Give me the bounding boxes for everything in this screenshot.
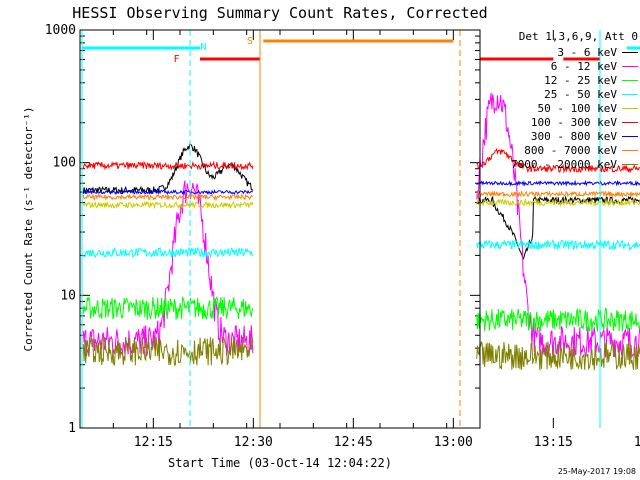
series-line bbox=[82, 239, 640, 259]
legend-label: 12 - 25 keV bbox=[544, 73, 617, 87]
legend-entry: 3 - 6 keV bbox=[484, 45, 638, 59]
series-line bbox=[82, 198, 640, 210]
legend-entries: 3 - 6 keV 6 - 12 keV 12 - 25 keV 25 - 50 ke… bbox=[484, 45, 638, 171]
legend-label: 50 - 100 keV bbox=[537, 101, 617, 115]
legend-swatch bbox=[622, 135, 638, 137]
x-tick-label: 12:45 bbox=[334, 435, 373, 450]
series-line bbox=[82, 190, 640, 202]
legend-swatch bbox=[622, 149, 638, 151]
legend-entry: 300 - 800 keV bbox=[484, 129, 638, 143]
legend-swatch bbox=[622, 121, 638, 123]
y-tick-label: 10 bbox=[60, 288, 76, 303]
legend-label: 7000 - 20000 keV bbox=[511, 157, 617, 171]
flag-label-F: F bbox=[174, 54, 180, 65]
legend-label: 100 - 300 keV bbox=[530, 115, 617, 129]
y-tick-label: 1000 bbox=[45, 23, 76, 38]
legend: Det 1,3,6,9, Att 0 3 - 6 keV 6 - 12 keV 12… bbox=[484, 30, 638, 172]
y-tick-label: 1 bbox=[68, 421, 76, 436]
flag-label-S: S bbox=[247, 36, 253, 47]
legend-label: 300 - 800 keV bbox=[530, 129, 617, 143]
legend-title: Det 1,3,6,9, Att 0 bbox=[518, 30, 638, 43]
flag-label-N: N bbox=[200, 42, 206, 53]
data-series bbox=[82, 92, 640, 371]
series-line bbox=[82, 295, 640, 332]
x-tick-label: 13:15 bbox=[534, 435, 573, 450]
legend-entry: 50 - 100 keV bbox=[484, 101, 638, 115]
legend-entry: 6 - 12 keV bbox=[484, 59, 638, 73]
legend-entry: 12 - 25 keV bbox=[484, 73, 638, 87]
legend-label: 800 - 7000 keV bbox=[524, 143, 617, 157]
legend-swatch bbox=[622, 163, 638, 165]
chart-title: HESSI Observing Summary Count Rates, Cor… bbox=[72, 4, 487, 22]
legend-entry: 25 - 50 keV bbox=[484, 87, 638, 101]
legend-label: 25 - 50 keV bbox=[544, 87, 617, 101]
legend-swatch bbox=[622, 93, 638, 95]
legend-swatch bbox=[622, 79, 638, 81]
x-tick-label: 13:00 bbox=[434, 435, 473, 450]
x-axis-label: Start Time (03-Oct-14 12:04:22) bbox=[168, 456, 392, 470]
plot-frame bbox=[79, 29, 481, 429]
x-tick-label: 12:30 bbox=[234, 435, 273, 450]
flag-bars: F N S bbox=[81, 30, 640, 428]
legend-entry: 800 - 7000 keV bbox=[484, 143, 638, 157]
y-tick-label: 100 bbox=[53, 156, 76, 171]
x-tick-label: 13:30 bbox=[634, 435, 640, 450]
legend-swatch bbox=[622, 65, 638, 67]
series-line bbox=[82, 336, 640, 371]
legend-swatch bbox=[622, 107, 638, 109]
x-tick-label: 12:15 bbox=[134, 435, 173, 450]
legend-entry: 7000 - 20000 keV bbox=[484, 157, 638, 171]
series-line bbox=[82, 147, 640, 174]
timestamp: 25-May-2017 19:08 bbox=[557, 467, 636, 476]
series-line bbox=[83, 179, 640, 196]
legend-entry: 100 - 300 keV bbox=[484, 115, 638, 129]
legend-label: 6 - 12 keV bbox=[550, 59, 617, 73]
legend-label: 3 - 6 keV bbox=[557, 45, 617, 59]
legend-swatch bbox=[622, 51, 638, 53]
series-line bbox=[82, 92, 640, 359]
y-axis-label: Corrected Count Rate (s⁻¹ detector⁻¹) bbox=[22, 106, 35, 351]
